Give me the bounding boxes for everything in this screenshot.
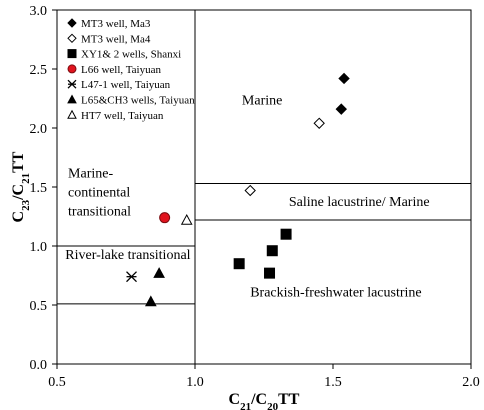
y-tick-label: 1.0 <box>30 240 48 255</box>
region-marine: Marine <box>242 93 282 108</box>
legend-marker-3 <box>67 49 77 59</box>
y-tick-label: 2.0 <box>30 122 48 137</box>
legend-label-5: L47-1 well, Taiyuan <box>81 79 171 91</box>
legend-marker-6 <box>67 94 77 104</box>
legend-label-4: L66 well, Taiyuan <box>81 64 161 76</box>
legend-label-3: XY1& 2 wells, Shanxi <box>81 49 181 61</box>
data-point-series-5 <box>126 271 137 283</box>
data-point-series-2 <box>313 117 325 129</box>
data-point-series-2 <box>244 184 256 197</box>
legend-label-6: L65&CH3 wells, Taiyuan <box>81 95 195 107</box>
data-point-series-1 <box>338 72 350 85</box>
x-tick-label: 2.0 <box>462 375 480 390</box>
data-point-series-6 <box>153 267 165 278</box>
legend-marker-7 <box>67 109 77 119</box>
legend-marker-2 <box>67 33 77 44</box>
data-point-series-6 <box>145 295 157 307</box>
data-point-series-3 <box>280 228 292 240</box>
data-point-series-3 <box>266 245 278 257</box>
plot-frame <box>56 9 472 365</box>
region-river-lake-transitional: River-lake transitional <box>65 248 190 263</box>
region-brackish-freshwater-lacustrine: Brackish-freshwater lacustrine <box>250 286 421 301</box>
region-marine-continental-transitional: Marine-continental transitional <box>68 167 131 220</box>
x-tick-label: 0.5 <box>48 375 66 390</box>
y-tick-label: 3.0 <box>30 4 48 19</box>
data-point-series-3 <box>264 267 276 279</box>
x-tick-label: 1.0 <box>186 375 204 390</box>
y-axis-title: C23/C21TT <box>10 151 32 222</box>
data-point-series-3 <box>233 258 245 270</box>
data-point-series-4 <box>159 212 171 224</box>
x-tick-label: 1.5 <box>324 375 342 390</box>
legend-marker-4 <box>67 64 77 74</box>
legend-marker-5 <box>67 79 77 89</box>
region-saline-lacustrine-marine: Saline lacustrine/ Marine <box>289 195 430 210</box>
legend-label-1: MT3 well, Ma3 <box>81 18 151 30</box>
x-axis-title: C21/C20TT <box>229 391 300 410</box>
y-tick-label: 0.5 <box>30 299 48 314</box>
legend-marker-1 <box>67 18 77 28</box>
legend-label-2: MT3 well, Ma4 <box>81 33 151 45</box>
y-tick-label: 0.0 <box>30 358 48 373</box>
legend-label-7: HT7 well, Taiyuan <box>81 110 164 122</box>
data-point-series-7 <box>180 213 193 225</box>
data-point-series-1 <box>335 103 347 115</box>
y-tick-label: 2.5 <box>30 63 48 78</box>
y-tick-label: 1.5 <box>30 181 48 196</box>
